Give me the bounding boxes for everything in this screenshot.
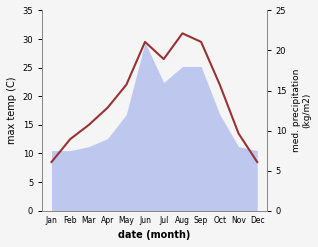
Y-axis label: med. precipitation
(kg/m2): med. precipitation (kg/m2) bbox=[292, 69, 311, 152]
Y-axis label: max temp (C): max temp (C) bbox=[7, 77, 17, 144]
X-axis label: date (month): date (month) bbox=[118, 230, 190, 240]
